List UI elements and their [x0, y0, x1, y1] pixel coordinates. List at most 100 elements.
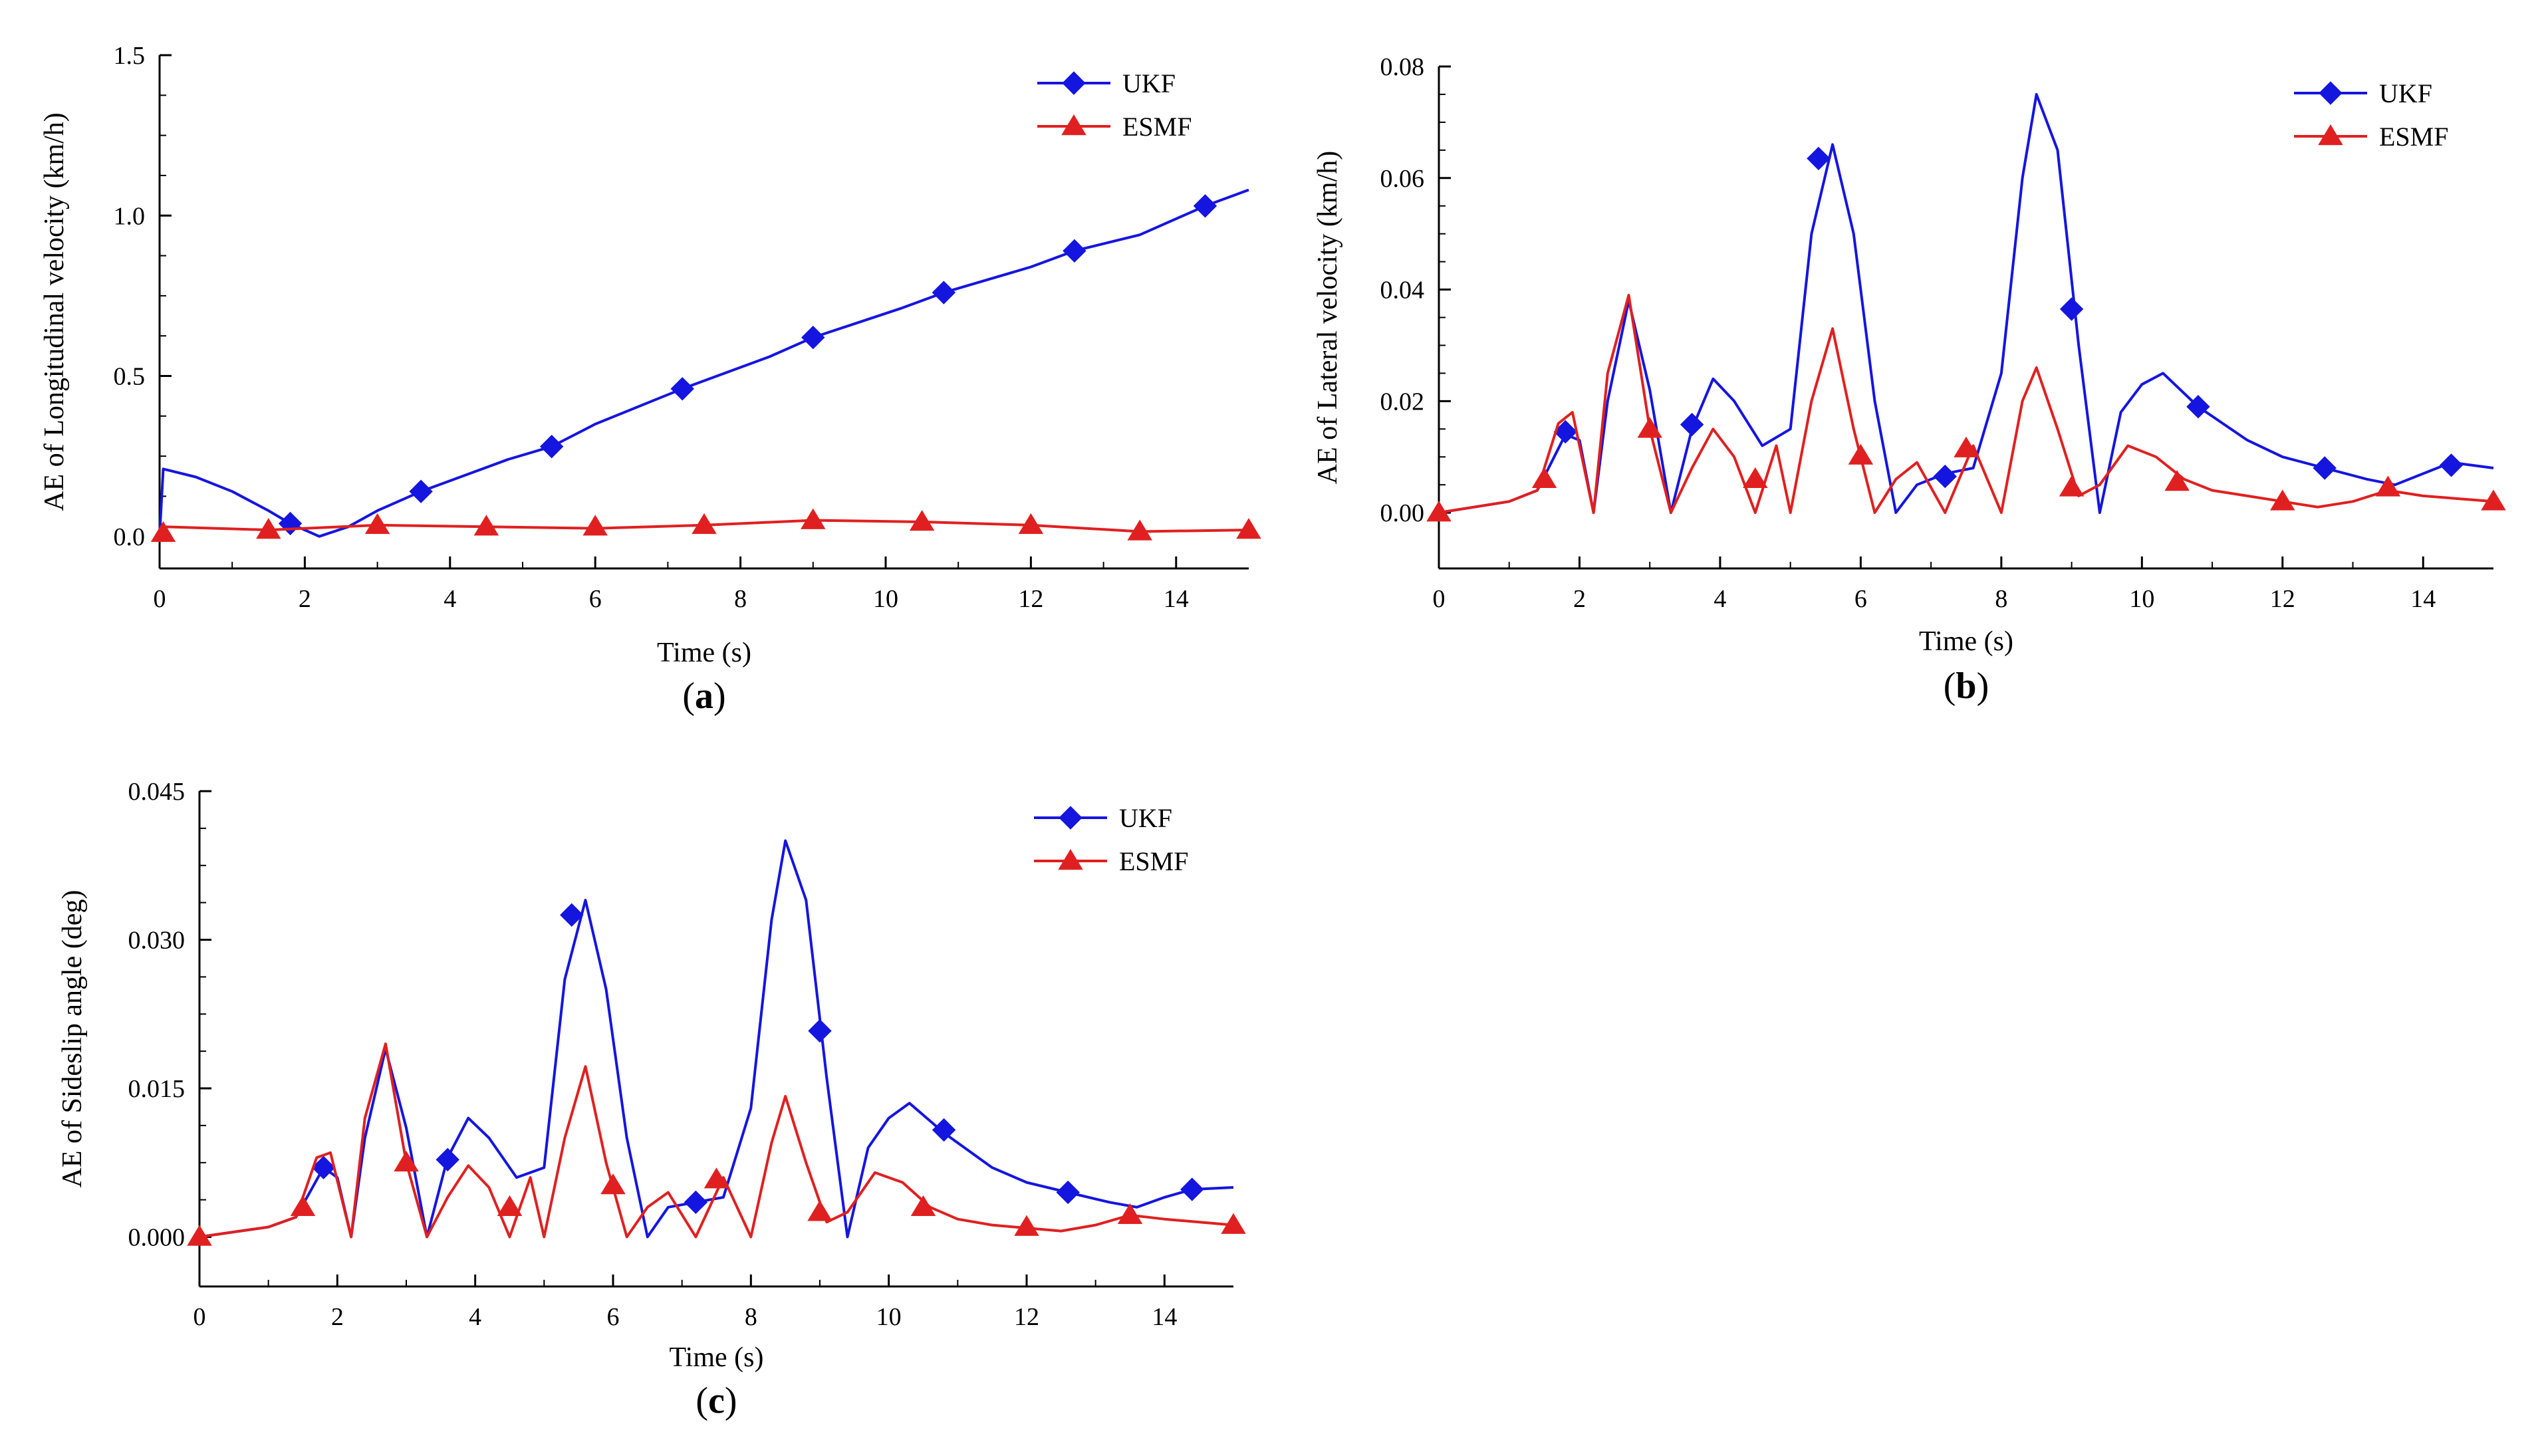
x-tick-label: 6: [1854, 585, 1867, 613]
marker-ukf: [932, 1118, 956, 1142]
x-axis-label: Time (s): [657, 638, 751, 668]
y-tick-label: 0.08: [1380, 53, 1425, 81]
x-tick-label: 8: [745, 1303, 757, 1331]
legend-label-esmf: ESMF: [1122, 112, 1192, 142]
panel-label-close-paren: ): [725, 1380, 737, 1421]
x-tick-label: 6: [607, 1303, 620, 1331]
marker-ukf: [278, 511, 303, 536]
panel-label: (a): [682, 675, 725, 717]
x-tick-label: 12: [1014, 1303, 1039, 1331]
marker-esmf: [692, 513, 717, 535]
marker-esmf: [2481, 489, 2506, 511]
y-tick-label: 0.06: [1380, 165, 1425, 193]
x-tick-label: 4: [469, 1303, 481, 1331]
marker-esmf: [1018, 513, 1044, 535]
panel-label-open-paren: (: [1944, 666, 1956, 707]
x-tick-label: 4: [1713, 585, 1726, 613]
x-tick-label: 0: [154, 585, 166, 613]
marker-esmf: [187, 1225, 212, 1246]
panel-label: (c): [696, 1380, 737, 1421]
marker-esmf: [364, 513, 390, 535]
marker-ukf: [539, 434, 564, 459]
marker-esmf: [2270, 489, 2295, 511]
marker-ukf: [1063, 239, 1086, 263]
marker-ukf: [684, 1190, 708, 1215]
marker-esmf: [497, 1195, 523, 1217]
marker-ukf: [801, 325, 825, 350]
x-tick-label: 2: [299, 585, 311, 613]
marker-ukf: [808, 1019, 832, 1043]
marker-ukf: [2059, 297, 2084, 321]
x-axis-label: Time (s): [670, 1342, 764, 1373]
x-tick-label: 2: [331, 1303, 344, 1331]
marker-esmf: [2164, 470, 2190, 491]
x-tick-label: 10: [873, 585, 898, 613]
y-axis-label: AE of Sideslip angle (deg): [57, 890, 88, 1188]
y-tick-label: 1.0: [114, 202, 146, 230]
marker-ukf: [2186, 395, 2210, 419]
marker-esmf: [394, 1150, 419, 1171]
x-tick-label: 6: [589, 585, 602, 613]
x-tick-label: 8: [1995, 585, 2007, 613]
panel-label-letter: b: [1956, 666, 1976, 707]
marker-esmf: [909, 510, 935, 531]
x-tick-label: 10: [2129, 585, 2154, 613]
marker-ukf: [1056, 1180, 1080, 1205]
marker-esmf: [1014, 1215, 1039, 1236]
y-tick-label: 0.030: [128, 927, 186, 955]
x-tick-label: 14: [1152, 1303, 1177, 1331]
marker-ukf: [932, 281, 956, 304]
x-tick-label: 12: [2270, 585, 2295, 613]
panel-label-letter: c: [708, 1380, 725, 1421]
legend-marker-ukf: [2319, 81, 2343, 105]
y-tick-label: 1.5: [114, 42, 146, 70]
marker-esmf: [1127, 519, 1152, 541]
panel-label-open-paren: (: [696, 1380, 708, 1421]
series-line-esmf: [199, 1042, 1234, 1239]
legend-label-esmf: ESMF: [1119, 846, 1189, 876]
x-axis-label: Time (s): [1919, 626, 2013, 657]
marker-ukf: [1193, 194, 1217, 218]
y-axis-label: AE of Longitudinal velocity (km/h): [39, 112, 70, 511]
panel-label-close-paren: ): [713, 675, 726, 717]
legend-label-esmf: ESMF: [2379, 122, 2449, 152]
marker-esmf: [1743, 467, 1768, 489]
marker-esmf: [1531, 467, 1557, 489]
marker-esmf: [1637, 417, 1662, 438]
legend-label-ukf: UKF: [1122, 68, 1176, 98]
marker-esmf: [1236, 518, 1261, 539]
legend-label-ukf: UKF: [1119, 803, 1172, 833]
x-tick-label: 12: [1018, 585, 1043, 613]
marker-esmf: [703, 1167, 729, 1189]
y-tick-label: 0.045: [128, 778, 186, 806]
marker-ukf: [409, 479, 433, 503]
marker-ukf: [2439, 453, 2464, 477]
marker-esmf: [801, 508, 826, 529]
chart-panel-b: 0 2 4 6 8 10 12 14 0.00 0.02 0.04 0.06 0.08 Time (s) A…: [1313, 53, 2506, 707]
marker-ukf: [1807, 146, 1831, 171]
y-tick-label: 0.02: [1380, 388, 1425, 416]
marker-esmf: [600, 1173, 626, 1195]
marker-ukf: [670, 377, 694, 401]
x-tick-label: 0: [1433, 585, 1446, 613]
marker-esmf: [1221, 1213, 1246, 1234]
y-axis-label: AE of Lateral velocity (km/h): [1313, 151, 1343, 484]
marker-esmf: [290, 1195, 316, 1217]
series-line-esmf: [1438, 293, 2494, 515]
legend-marker-esmf: [1061, 114, 1086, 136]
legend-marker-esmf: [1058, 849, 1083, 870]
marker-esmf: [150, 521, 176, 543]
marker-esmf: [1848, 443, 1874, 465]
panel-label-letter: a: [695, 675, 713, 717]
series-line-ukf: [199, 839, 1234, 1239]
y-tick-label: 0.015: [128, 1075, 186, 1103]
legend-marker-esmf: [2318, 124, 2343, 146]
y-tick-label: 0.0: [114, 523, 146, 551]
chart-panel-a: 0 2 4 6 8 10 12 14 0.0 0.5 1.0 1.5 Time (s) AE of Lon…: [39, 42, 1261, 717]
x-tick-label: 8: [734, 585, 747, 613]
marker-ukf: [2313, 456, 2337, 480]
y-tick-label: 0.5: [114, 363, 146, 391]
y-tick-label: 0.00: [1380, 499, 1425, 527]
legend-marker-ukf: [1059, 806, 1082, 830]
x-tick-label: 4: [444, 585, 456, 613]
